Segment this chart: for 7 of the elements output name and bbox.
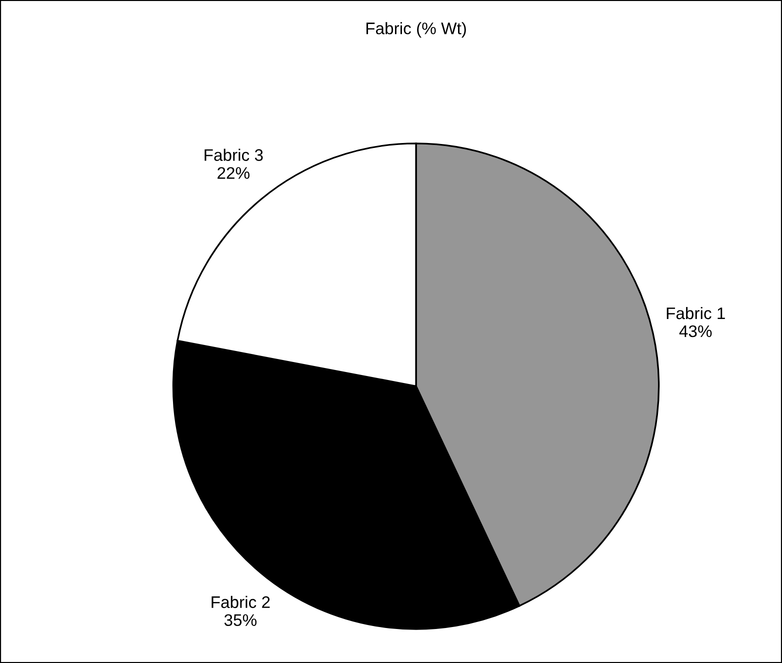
data-label: 43% xyxy=(679,325,712,338)
slice-label: Fabric 3 xyxy=(204,148,263,161)
slice-label: Fabric 1 xyxy=(666,306,725,320)
data-label: 22% xyxy=(218,167,250,179)
data-label: 35% xyxy=(224,614,257,626)
slice-label: Fabric 2 xyxy=(212,596,270,608)
chart-title: Fabric (% Wt) xyxy=(366,22,466,38)
